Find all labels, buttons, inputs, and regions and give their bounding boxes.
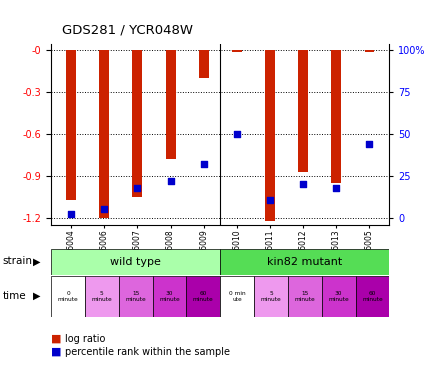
- Text: percentile rank within the sample: percentile rank within the sample: [65, 347, 230, 357]
- Bar: [332, 49, 341, 183]
- Text: log ratio: log ratio: [65, 333, 105, 344]
- Text: 30
minute: 30 minute: [328, 291, 349, 302]
- Point: [267, 197, 274, 202]
- Bar: [356, 276, 389, 317]
- Bar: [254, 276, 288, 317]
- Point: [333, 185, 340, 191]
- Bar: [322, 276, 356, 317]
- Text: 60
minute: 60 minute: [362, 291, 383, 302]
- Point: [134, 185, 141, 191]
- Point: [233, 131, 240, 137]
- Bar: [133, 49, 142, 197]
- Bar: [220, 276, 254, 317]
- Bar: [99, 49, 109, 218]
- Text: kin82 mutant: kin82 mutant: [267, 257, 343, 267]
- Point: [200, 161, 207, 167]
- Bar: [265, 49, 275, 221]
- Bar: [232, 49, 242, 52]
- Point: [299, 182, 307, 187]
- Point: [101, 206, 108, 212]
- Text: 15
minute: 15 minute: [125, 291, 146, 302]
- Text: ▶: ▶: [32, 291, 40, 301]
- Text: 0 min
ute: 0 min ute: [229, 291, 246, 302]
- Text: strain: strain: [2, 256, 32, 266]
- Text: 60
minute: 60 minute: [193, 291, 214, 302]
- Bar: [51, 249, 220, 274]
- Bar: [220, 249, 389, 274]
- Text: 0
minute: 0 minute: [58, 291, 78, 302]
- Bar: [298, 49, 308, 172]
- Text: 30
minute: 30 minute: [159, 291, 180, 302]
- Text: 5
minute: 5 minute: [261, 291, 281, 302]
- Text: time: time: [2, 291, 26, 301]
- Text: 5
minute: 5 minute: [92, 291, 112, 302]
- Bar: [166, 49, 175, 159]
- Text: GDS281 / YCR048W: GDS281 / YCR048W: [62, 24, 193, 37]
- Text: ■: ■: [51, 333, 62, 344]
- Bar: [66, 49, 76, 200]
- Text: 15
minute: 15 minute: [295, 291, 315, 302]
- Text: ■: ■: [51, 347, 62, 357]
- Bar: [186, 276, 220, 317]
- Bar: [51, 276, 85, 317]
- Point: [167, 178, 174, 184]
- Text: ▶: ▶: [32, 256, 40, 266]
- Bar: [153, 276, 186, 317]
- Bar: [85, 276, 119, 317]
- Bar: [288, 276, 322, 317]
- Text: wild type: wild type: [110, 257, 161, 267]
- Bar: [364, 49, 374, 52]
- Bar: [199, 49, 209, 78]
- Point: [366, 141, 373, 147]
- Point: [68, 211, 75, 217]
- Bar: [119, 276, 153, 317]
